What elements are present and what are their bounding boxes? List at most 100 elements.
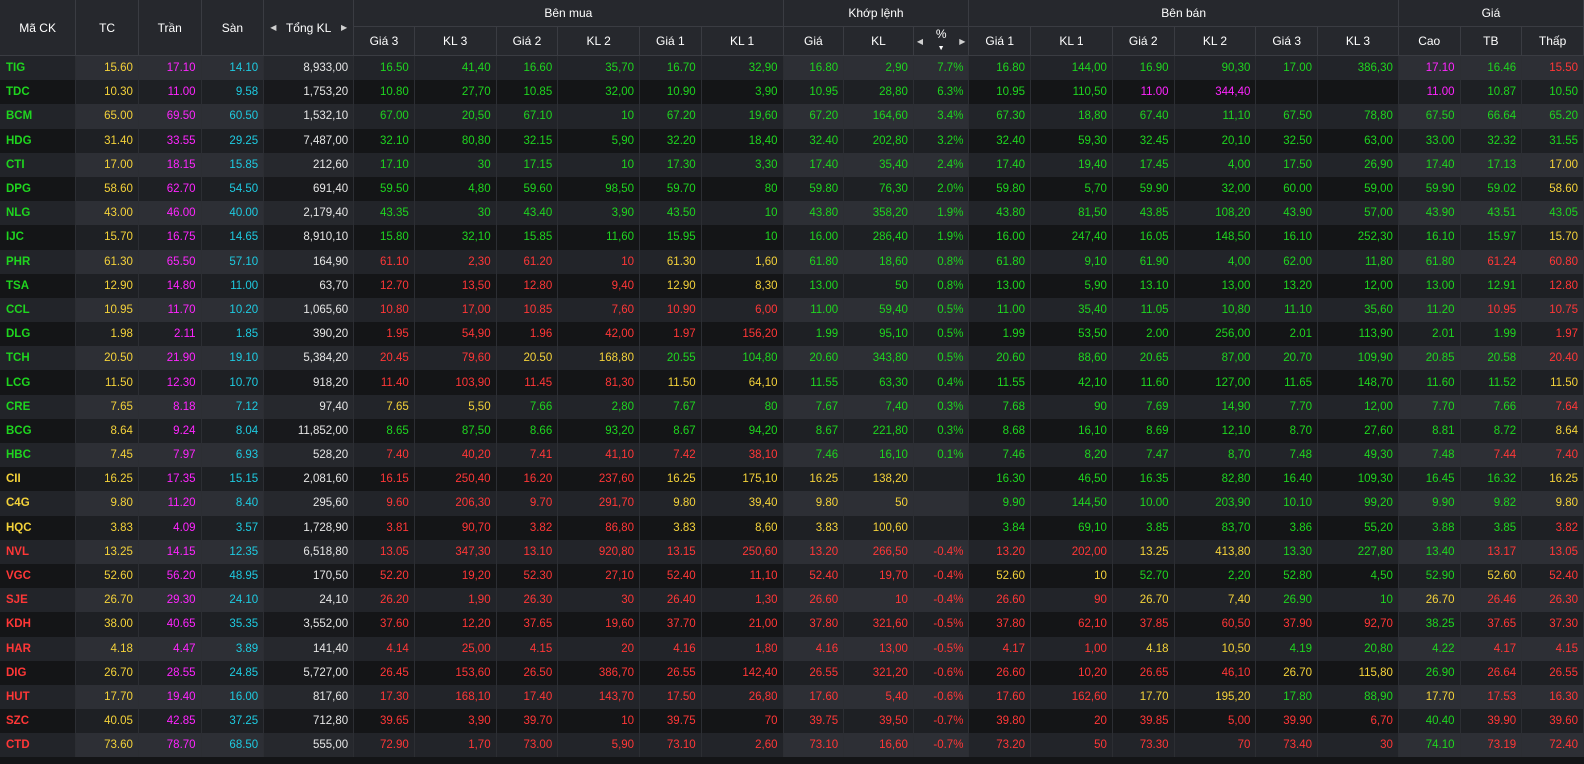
sell-price-2-cell[interactable]: 20.65 [1112,346,1175,371]
sell-volume-1-cell[interactable]: 90 [1030,588,1113,613]
buy-volume-1-cell[interactable]: 2,60 [701,733,784,758]
buy-price-1-cell[interactable]: 37.70 [639,612,702,637]
header-sell-gia1[interactable]: Giá 1 [968,26,1032,56]
sell-volume-2-cell[interactable]: 10,80 [1174,297,1257,323]
buy-price-3-cell[interactable]: 4.14 [353,636,415,661]
sell-volume-3-cell[interactable]: 109,90 [1317,346,1399,371]
sell-volume-2-cell[interactable]: 20,10 [1174,128,1257,153]
buy-volume-1-cell[interactable]: 1,30 [701,588,784,613]
sell-price-2-cell[interactable]: 26.65 [1112,660,1175,685]
buy-price-1-cell[interactable]: 26.40 [639,588,702,613]
sell-price-1-cell[interactable]: 13.20 [968,539,1032,564]
buy-volume-1-cell[interactable]: 142,40 [701,660,784,685]
sell-price-1-cell[interactable]: 61.80 [968,249,1032,274]
buy-volume-2-cell[interactable]: 10 [557,152,641,177]
buy-volume-1-cell[interactable]: 8,60 [701,515,784,540]
sell-price-1-cell[interactable]: 20.60 [968,346,1032,371]
sell-price-1-cell[interactable]: 13.00 [968,273,1032,298]
sell-price-3-cell[interactable]: 26.90 [1255,588,1318,613]
sell-volume-1-cell[interactable]: 16,10 [1030,418,1113,443]
sell-volume-1-cell[interactable]: 10,20 [1030,660,1113,685]
sell-price-3-cell[interactable]: 7.48 [1255,443,1318,468]
sell-price-1-cell[interactable]: 26.60 [968,588,1032,613]
sell-volume-3-cell[interactable]: 27,60 [1317,418,1399,443]
sell-price-3-cell[interactable]: 8.70 [1255,418,1318,443]
sell-volume-2-cell[interactable]: 12,10 [1174,418,1257,443]
sell-volume-3-cell[interactable]: 59,00 [1317,176,1399,202]
sell-price-1-cell[interactable]: 7.68 [968,394,1032,419]
sell-price-2-cell[interactable]: 16.35 [1112,467,1175,492]
sell-volume-3-cell[interactable]: 4,50 [1317,563,1399,589]
buy-volume-3-cell[interactable]: 103,90 [414,370,497,395]
sell-volume-3-cell[interactable]: 57,00 [1317,201,1399,226]
sell-volume-1-cell[interactable]: 1,00 [1030,636,1113,661]
sell-price-3-cell[interactable]: 16.40 [1255,467,1318,492]
buy-price-2-cell[interactable]: 9.70 [496,491,559,516]
sell-price-3-cell[interactable]: 37.90 [1255,612,1318,637]
buy-volume-2-cell[interactable]: 920,80 [557,539,641,564]
header-high[interactable]: Cao [1398,26,1461,56]
buy-volume-1-cell[interactable]: 3,90 [701,80,784,105]
sell-volume-1-cell[interactable]: 42,10 [1030,370,1113,395]
sell-price-1-cell[interactable]: 26.60 [968,660,1032,685]
sell-price-2-cell[interactable]: 4.18 [1112,636,1175,661]
sell-price-3-cell[interactable]: 13.20 [1255,273,1318,298]
buy-volume-3-cell[interactable]: 3,90 [414,709,497,734]
symbol-cell[interactable]: TSA [0,273,77,298]
buy-price-1-cell[interactable]: 10.90 [639,297,702,323]
symbol-cell[interactable]: TIG [0,55,77,81]
buy-price-1-cell[interactable]: 9.80 [639,491,702,516]
sell-volume-2-cell[interactable]: 108,20 [1174,201,1257,226]
table-row[interactable]: CII 16.25 17.35 15.15 2,081,60 16.15 250,40 16.… [0,467,1584,492]
buy-price-1-cell[interactable]: 20.55 [639,346,702,371]
table-row[interactable]: TIG 15.60 17.10 14.10 8,933,00 16.50 41,40 16.6… [0,55,1584,81]
sell-volume-3-cell[interactable]: 113,90 [1317,322,1399,347]
table-row[interactable]: SJE 26.70 29.30 24.10 24,10 26.20 1,90 26.30 30 2… [0,588,1584,613]
symbol-cell[interactable]: NLG [0,201,77,226]
table-row[interactable]: CTD 73.60 78.70 68.50 555,00 72.90 1,70 73.00 5,… [0,733,1584,758]
buy-volume-2-cell[interactable]: 93,20 [557,418,641,443]
header-low[interactable]: Thấp [1521,26,1584,56]
sell-price-3-cell[interactable]: 11.65 [1255,370,1318,395]
buy-price-1-cell[interactable]: 11.50 [639,370,702,395]
scroll-right-icon[interactable]: ▶ [340,23,348,32]
sell-volume-3-cell[interactable]: 30 [1317,733,1399,758]
buy-volume-1-cell[interactable]: 10 [701,201,784,226]
sell-volume-1-cell[interactable]: 10 [1030,563,1113,589]
table-row[interactable]: VGC 52.60 56.20 48.95 170,50 52.20 19,20 52.30 2… [0,563,1584,589]
buy-volume-1-cell[interactable]: 64,10 [701,370,784,395]
sell-price-1-cell[interactable]: 16.80 [968,55,1032,81]
sell-price-3-cell[interactable]: 32.50 [1255,128,1318,153]
sell-price-3-cell[interactable]: 13.30 [1255,539,1318,564]
buy-price-2-cell[interactable]: 4.15 [496,636,559,661]
buy-price-1-cell[interactable]: 39.75 [639,709,702,734]
sell-price-1-cell[interactable]: 17.40 [968,152,1032,177]
buy-volume-2-cell[interactable]: 98,50 [557,176,641,202]
buy-volume-1-cell[interactable]: 11,10 [701,563,784,589]
buy-price-2-cell[interactable]: 10.85 [496,80,559,105]
buy-price-3-cell[interactable]: 67.00 [353,104,415,129]
buy-price-3-cell[interactable]: 16.50 [353,55,415,81]
buy-volume-2-cell[interactable]: 7,60 [557,297,641,323]
table-row[interactable]: TDC 10.30 11.00 9.58 1,753,20 10.80 27,70 10.85… [0,80,1584,105]
header-sell-gia3[interactable]: Giá 3 [1255,26,1318,56]
table-row[interactable]: BCG 8.64 9.24 8.04 11,852,00 8.65 87,50 8.66 93,… [0,418,1584,443]
sell-price-3-cell[interactable] [1255,80,1318,105]
sell-volume-1-cell[interactable]: 53,50 [1030,322,1113,347]
sell-volume-2-cell[interactable]: 14,90 [1174,394,1257,419]
buy-volume-1-cell[interactable]: 6,00 [701,297,784,323]
sell-price-3-cell[interactable]: 52.80 [1255,563,1318,589]
buy-price-3-cell[interactable]: 10.80 [353,297,415,323]
buy-price-3-cell[interactable]: 10.80 [353,80,415,105]
buy-price-2-cell[interactable]: 73.00 [496,733,559,758]
buy-volume-3-cell[interactable]: 5,50 [414,394,497,419]
sell-price-2-cell[interactable]: 43.85 [1112,201,1175,226]
buy-volume-1-cell[interactable]: 32,90 [701,55,784,81]
buy-volume-1-cell[interactable]: 1,80 [701,636,784,661]
sell-price-3-cell[interactable]: 39.90 [1255,709,1318,734]
sell-price-3-cell[interactable]: 17.50 [1255,152,1318,177]
buy-price-3-cell[interactable]: 32.10 [353,128,415,153]
buy-volume-3-cell[interactable]: 2,30 [414,249,497,274]
header-floor[interactable]: Sàn [201,0,265,56]
sell-volume-3-cell[interactable]: 227,80 [1317,539,1399,564]
